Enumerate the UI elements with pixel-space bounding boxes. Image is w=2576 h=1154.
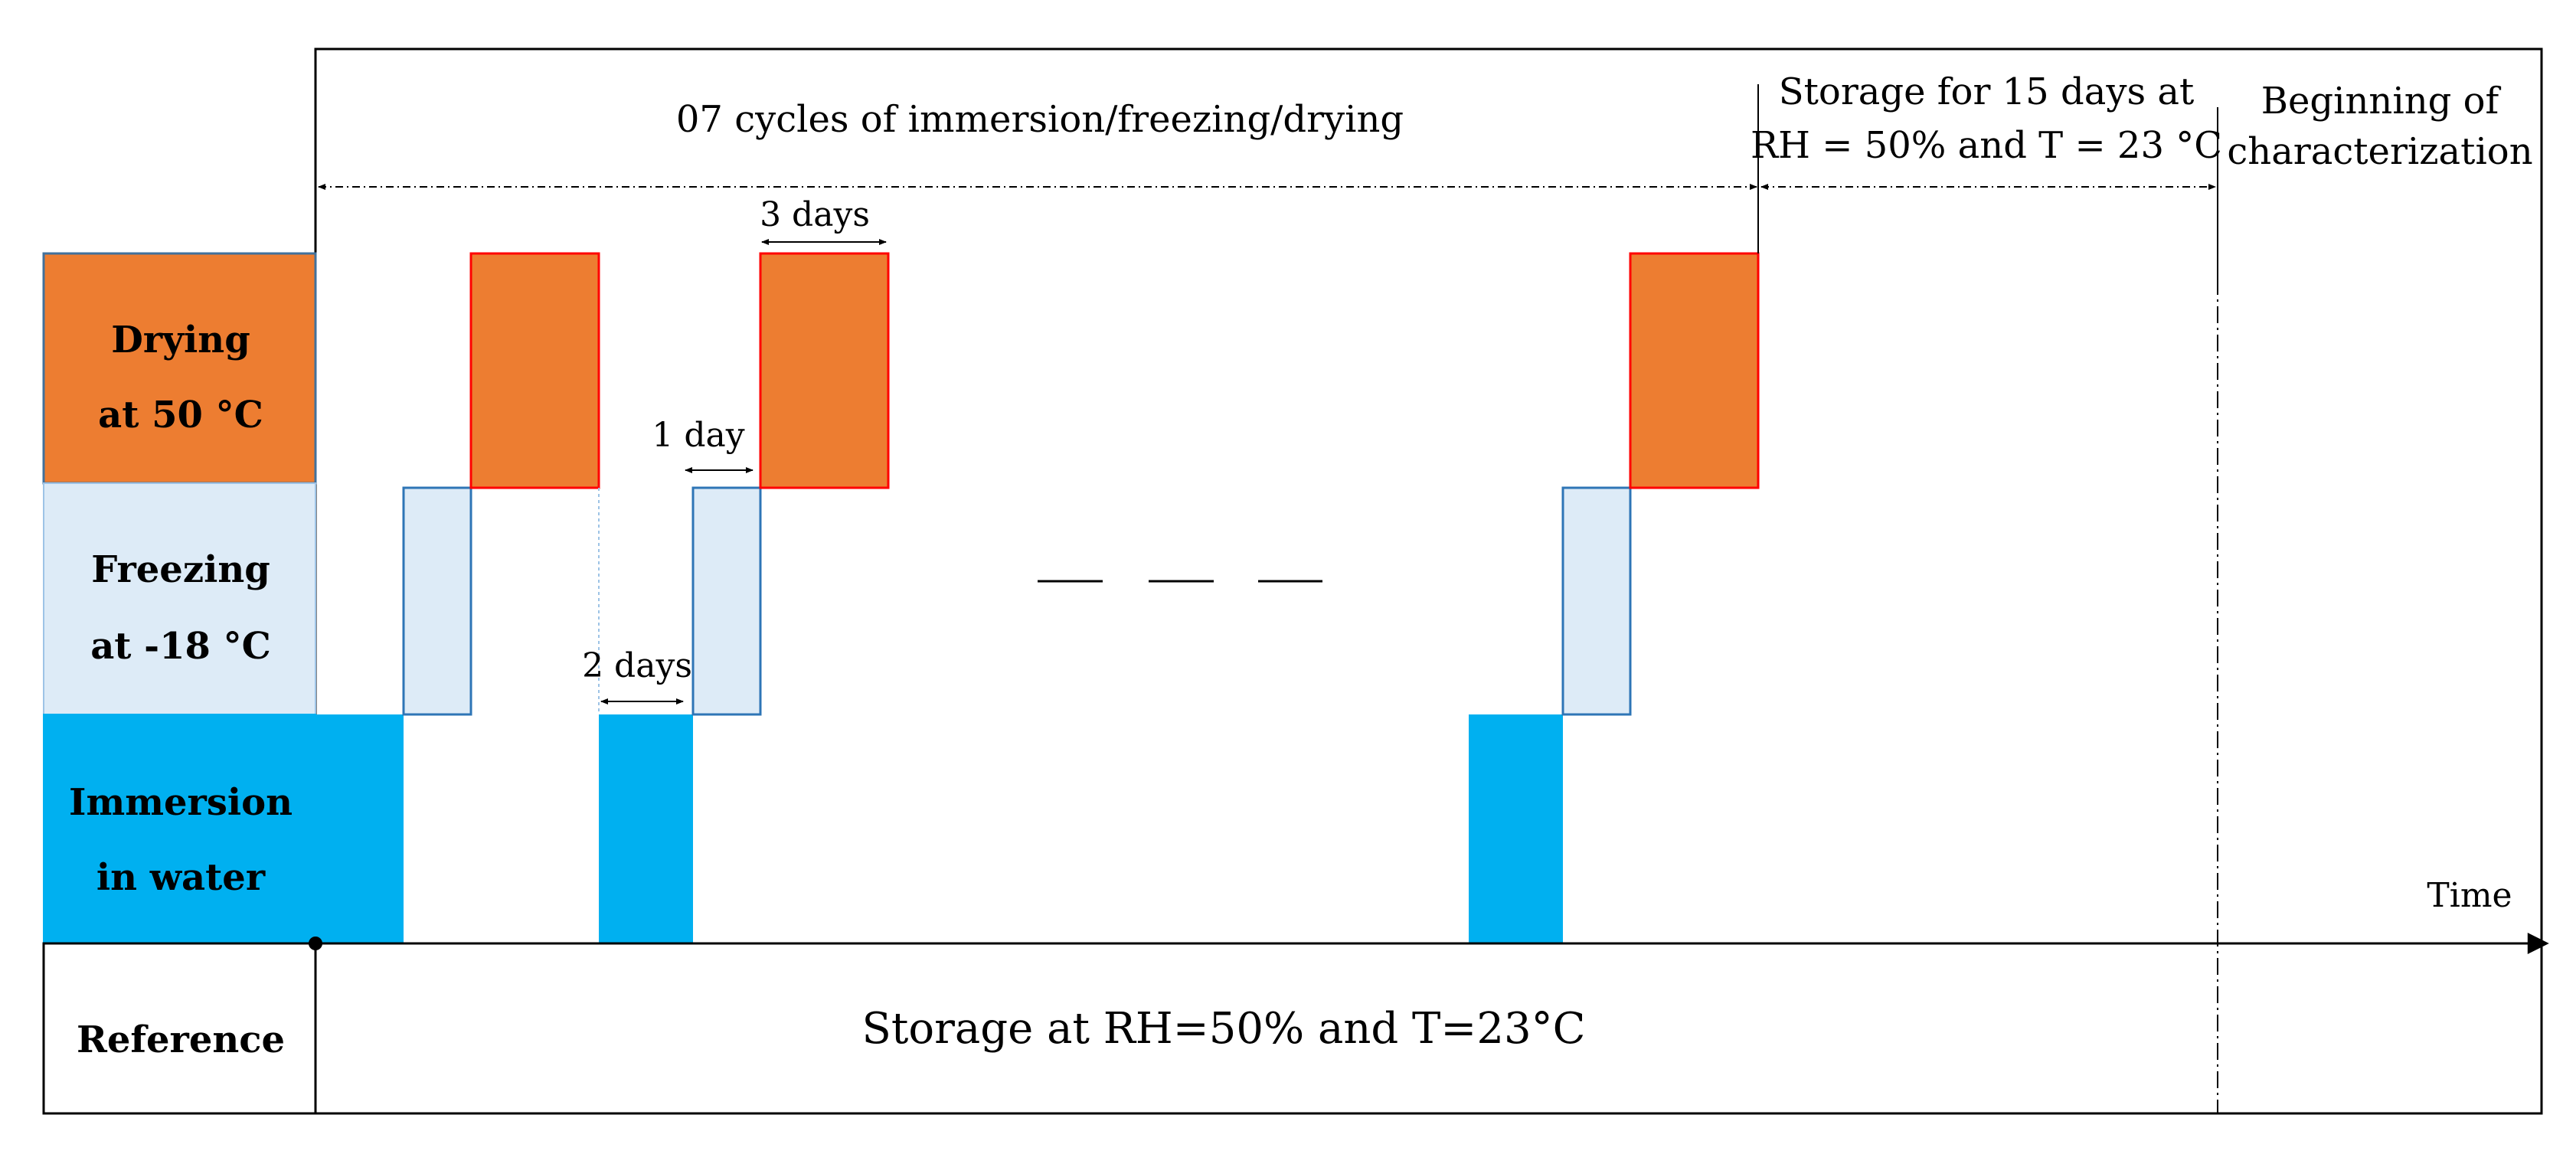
drying-label-line2: at 50 °C [98,394,263,436]
three-days-label: 3 days [760,195,870,234]
immersion-block-cycle-1 [315,714,404,943]
immersion-label-line1: Immersion [69,781,293,824]
diagram-frame [314,47,2543,1115]
freezing-block-cycle-2 [691,486,762,716]
reference-label: Reference [77,1018,285,1061]
immersion-label-cell [43,714,316,944]
immersion-block-cycle-2 [599,714,693,943]
immersion-block-cycle-7 [1469,714,1563,943]
freezing-label-cell [43,482,316,715]
freezing-label-line2: at -18 °C [90,625,271,668]
drying-block-cycle-1 [469,252,600,489]
freezing-block-cycle-1 [402,486,472,716]
freezing-label-line1: Freezing [91,548,270,591]
time-origin-dot [309,937,322,950]
drying-label-line1: Drying [111,319,250,361]
drying-label-cell [42,252,317,485]
immersion-label-line2: in water [96,856,266,899]
reference-label-cell [42,942,317,1115]
storage-label-line2: RH = 50% and T = 23 °C [1751,124,2222,167]
begin-label-line1: Beginning of [2261,80,2502,123]
drying-block-cycle-2 [759,252,890,489]
cycles-label: 07 cycles of immersion/freezing/drying [676,98,1404,141]
two-days-label: 2 days [582,646,692,685]
freezing-block-cycle-7 [1561,486,1632,716]
drying-block-cycle-7 [1629,252,1760,489]
one-day-label: 1 day [652,416,744,455]
reference-storage-label: Storage at RH=50% and T=23°C [862,1004,1586,1054]
time-axis-label: Time [2427,876,2512,915]
storage-label-line1: Storage for 15 days at [1779,70,2194,113]
begin-label-line2: characterization [2227,130,2532,173]
